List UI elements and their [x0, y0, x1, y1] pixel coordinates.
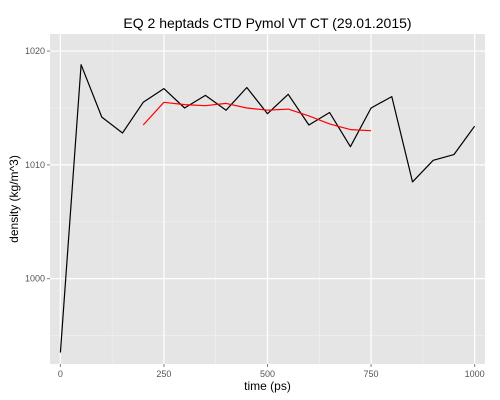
- x-tick-label: 750: [364, 369, 379, 379]
- series-line-1: [59, 64, 476, 353]
- y-axis-title: density (kg/m^3): [7, 155, 21, 243]
- chart-title: EQ 2 heptads CTD Pymol VT CT (29.01.2015…: [123, 15, 411, 31]
- y-tick-label: 1010: [25, 160, 45, 170]
- series-layer: [59, 64, 476, 353]
- y-tick-label: 1020: [25, 46, 45, 56]
- x-axis-title: time (ps): [244, 379, 291, 393]
- y-axis-ticks: 1000 1010 1020: [25, 46, 50, 284]
- x-tick-label: 500: [260, 369, 275, 379]
- x-tick-label: 0: [58, 369, 63, 379]
- x-tick-label: 250: [156, 369, 171, 379]
- y-tick-label: 1000: [25, 274, 45, 284]
- x-tick-label: 1000: [465, 369, 485, 379]
- series-line-2: [142, 101, 372, 132]
- x-axis-ticks: 0 250 500 750 1000: [58, 364, 485, 379]
